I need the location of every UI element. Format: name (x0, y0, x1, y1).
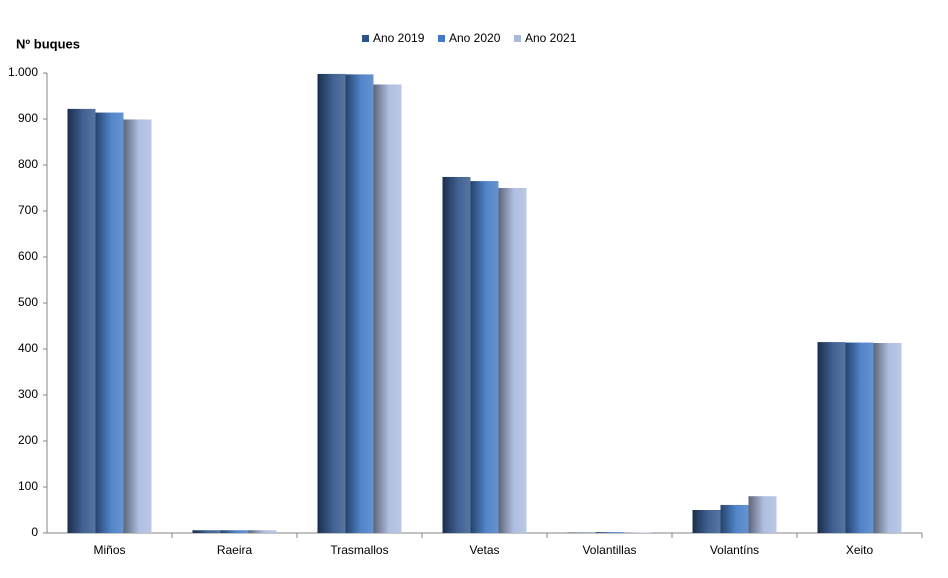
y-tick-label: 1.000 (8, 65, 38, 79)
bar (817, 342, 846, 533)
legend-swatch (362, 35, 369, 42)
bar (442, 176, 471, 533)
legend-swatch (514, 35, 521, 42)
bar (498, 188, 527, 533)
x-tick-label: Volantíns (710, 543, 759, 557)
bar (248, 530, 277, 533)
y-tick-label: 100 (18, 479, 38, 493)
bar (873, 343, 902, 533)
bar (123, 119, 152, 534)
bar (192, 530, 221, 533)
y-tick-label: 200 (18, 433, 38, 447)
bar (373, 84, 402, 533)
x-tick-label: Vetas (469, 543, 499, 557)
y-tick-label: 600 (18, 249, 38, 263)
x-tick-label: Volantillas (582, 543, 636, 557)
y-tick-label: 800 (18, 157, 38, 171)
y-tick-label: 500 (18, 295, 38, 309)
bar (345, 74, 374, 533)
x-tick-label: Xeito (846, 543, 874, 557)
bar (67, 108, 96, 533)
x-tick-label: Trasmallos (330, 543, 388, 557)
legend-swatch (438, 35, 445, 42)
x-tick-label: Raeira (217, 543, 253, 557)
y-tick-label: 400 (18, 341, 38, 355)
y-tick-label: 0 (31, 525, 38, 539)
bar (317, 73, 346, 534)
bar (595, 532, 624, 533)
y-tick-label: 900 (18, 111, 38, 125)
y-tick-label: 700 (18, 203, 38, 217)
legend-label: Ano 2019 (373, 31, 425, 45)
bar (692, 510, 721, 533)
bar (95, 112, 124, 533)
y-tick-label: 300 (18, 387, 38, 401)
bar (748, 496, 777, 533)
y-axis-label: Nº buques (16, 36, 80, 51)
bar (720, 504, 749, 533)
bar (845, 342, 874, 533)
bar (470, 181, 499, 533)
x-tick-label: Miños (93, 543, 125, 557)
bar (220, 530, 249, 533)
legend-label: Ano 2020 (449, 31, 501, 45)
legend-label: Ano 2021 (525, 31, 577, 45)
